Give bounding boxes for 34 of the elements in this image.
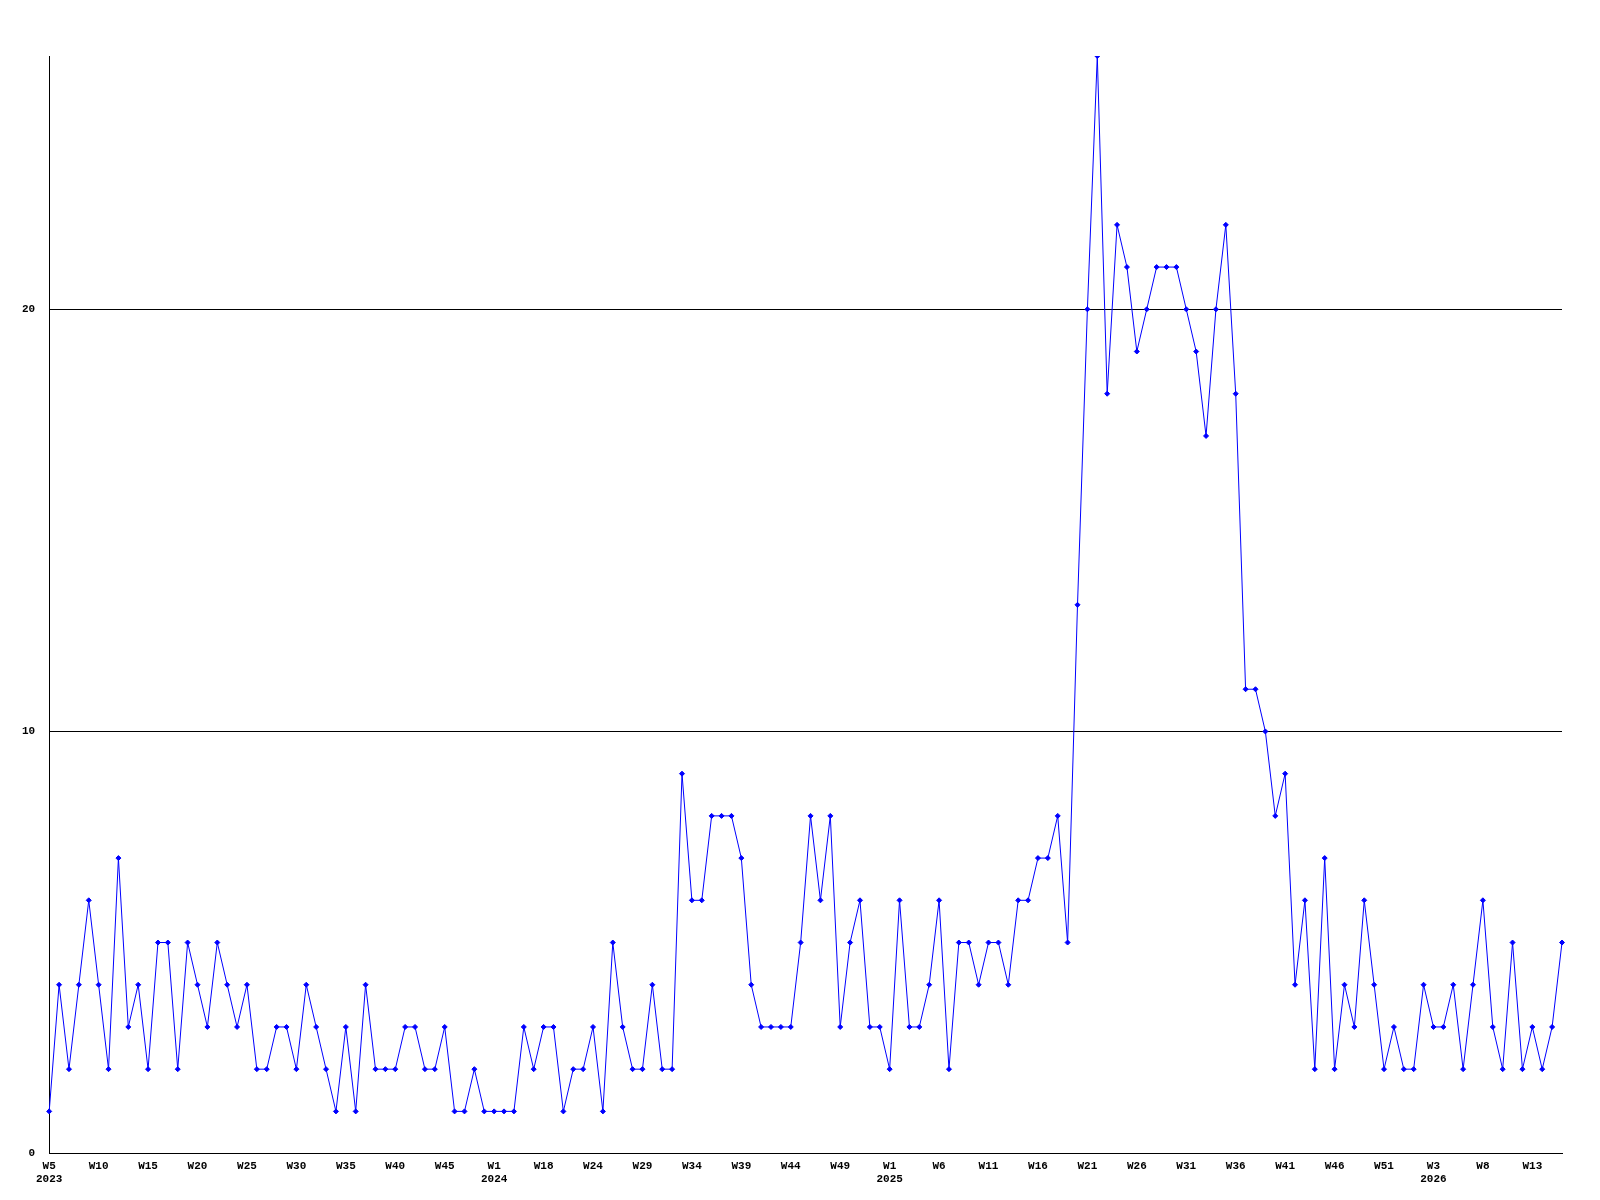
x-tick-label: W15 [138, 1159, 159, 1172]
x-tick-label: W45 [434, 1159, 455, 1172]
x-tick-label: W8 [1476, 1159, 1490, 1172]
y-tick-label: 0 [28, 1147, 36, 1160]
x-tick-label: W1 2024 [480, 1159, 508, 1186]
x-tick-label: W10 [88, 1159, 109, 1172]
x-tick-label: W49 [830, 1159, 851, 1172]
x-tick-label: W29 [632, 1159, 653, 1172]
x-tick-label: W39 [731, 1159, 752, 1172]
x-tick-label: W36 [1225, 1159, 1246, 1172]
y-tick-label: 10 [22, 725, 36, 738]
x-tick-label: W34 [681, 1159, 703, 1172]
x-tick-label: W46 [1324, 1159, 1345, 1172]
x-tick-label: W20 [187, 1159, 208, 1172]
y-tick-label: 20 [22, 303, 36, 316]
x-tick-label: W40 [385, 1159, 406, 1172]
x-tick-label: W24 [583, 1159, 604, 1172]
x-tick-label: W35 [335, 1159, 357, 1172]
x-tick-label: W44 [780, 1159, 802, 1172]
x-tick-label: W1 2025 [876, 1159, 904, 1186]
x-tick-label: W26 [1126, 1159, 1147, 1172]
x-tick-label: W16 [1028, 1159, 1048, 1172]
x-tick-label: W41 [1275, 1159, 1296, 1172]
x-tick-label: W30 [286, 1159, 307, 1172]
x-tick-label: W25 [237, 1159, 258, 1172]
x-tick-label: W18 [533, 1159, 554, 1172]
x-tick-label: W31 [1176, 1159, 1197, 1172]
x-tick-label: W11 [978, 1159, 999, 1172]
x-tick-label: W6 [932, 1159, 946, 1172]
x-tick-label: W21 [1077, 1159, 1098, 1172]
x-tick-label: W5 2023 [36, 1159, 63, 1186]
x-tick-label: W3 2026 [1420, 1159, 1447, 1186]
x-tick-label: W51 [1374, 1159, 1395, 1172]
x-tick-label: W13 [1522, 1159, 1543, 1172]
